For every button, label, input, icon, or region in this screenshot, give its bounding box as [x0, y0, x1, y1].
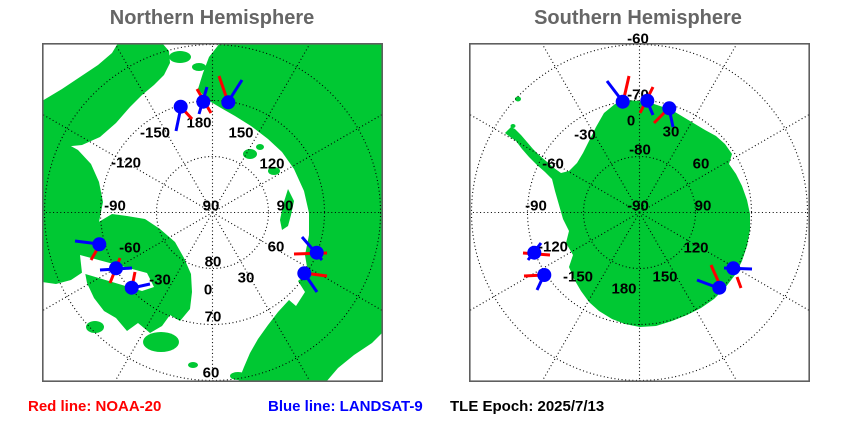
- graticule-label: 60: [268, 239, 285, 256]
- meridian-line: [212, 212, 383, 312]
- graticule-label: -30: [149, 272, 171, 289]
- graticule-label: 30: [663, 124, 680, 141]
- north-map-panel: -150 180 150 -120 120 -90 90 90 -60 60 80 -30 30 0 70 6…: [42, 43, 383, 382]
- meridian-line: [42, 212, 213, 312]
- satellite-marker: [662, 101, 677, 116]
- tle-epoch-label: TLE Epoch: 2025/7/13: [450, 398, 605, 415]
- satellite-marker: [221, 95, 236, 110]
- north-map-border: [42, 43, 383, 382]
- island-wrangel: [169, 51, 191, 63]
- island-svalbard: [243, 149, 257, 159]
- satellite-marker: [537, 268, 552, 282]
- satellite-marker: [297, 266, 312, 281]
- south-graticule: [469, 43, 810, 382]
- graticule-label: -90: [525, 198, 547, 215]
- north-graticule: [42, 43, 383, 382]
- graticule-label: -150: [563, 269, 593, 286]
- meridian-line: [541, 43, 640, 213]
- south-map-border: [469, 43, 810, 382]
- latitude-circle: [155, 155, 270, 270]
- graticule-label: 80: [205, 254, 222, 271]
- satellite-marker: [712, 280, 727, 295]
- graticule-label: 0: [204, 282, 212, 299]
- meridian-line: [114, 212, 213, 382]
- graticule-label: 30: [238, 270, 255, 287]
- graticule-label: 120: [683, 240, 708, 257]
- noaa20-track-segment: [622, 75, 631, 99]
- satellite-marker: [92, 237, 107, 252]
- graticule-label: -60: [119, 240, 141, 257]
- legend-noaa20: Red line: NOAA-20: [28, 398, 162, 415]
- meridian-line: [212, 113, 383, 213]
- graticule-label: -60: [627, 31, 649, 48]
- satellite-marker: [640, 93, 655, 108]
- island-iceland: [143, 332, 179, 352]
- satellite-marker: [124, 280, 139, 295]
- satellite-marker: [109, 261, 123, 276]
- satellite-marker: [726, 261, 741, 276]
- meridian-line: [114, 43, 213, 213]
- graticule-label: -90: [104, 198, 126, 215]
- noaa20-track-segment: [709, 264, 721, 284]
- noaa20-track-segment: [735, 276, 743, 289]
- meridian-line: [212, 212, 311, 382]
- satellite-marker: [196, 94, 211, 109]
- north-satellite-markers: [74, 75, 328, 295]
- graticule-label: -120: [538, 239, 568, 256]
- graticule-label: -60: [542, 156, 564, 173]
- graticule-label: 60: [693, 156, 710, 173]
- graticule-label: 0: [627, 113, 635, 130]
- north-hemisphere-title: Northern Hemisphere: [109, 7, 315, 29]
- graticule-label: 90: [277, 198, 294, 215]
- south-land-layer: [505, 96, 750, 327]
- graticule-label: 150: [228, 125, 253, 142]
- island: [510, 124, 516, 128]
- meridian-line: [469, 113, 640, 213]
- graticule-label: 90: [695, 198, 712, 215]
- graticule-label: -30: [574, 127, 596, 144]
- south-map-panel: -60 -70 0 30 -30 -80 60 -60 -90 -90 90 -120 120 -150 1…: [469, 31, 810, 382]
- island: [515, 96, 521, 102]
- landmass-labrador: [86, 321, 104, 333]
- meridian-line: [212, 43, 311, 213]
- meridian-line: [42, 113, 213, 213]
- graticule-label: -80: [629, 142, 651, 159]
- meridian-line: [639, 113, 810, 213]
- landmass-antarctica: [505, 100, 750, 327]
- satellite-marker: [615, 94, 630, 109]
- landmass-eurasia: [198, 43, 383, 382]
- island-faroe: [188, 362, 198, 368]
- south-satellite-markers: [522, 75, 753, 295]
- meridian-line: [639, 212, 738, 382]
- graticule-label: 150: [652, 269, 677, 286]
- graticule-label: -120: [111, 155, 141, 172]
- meridian-line: [541, 212, 640, 382]
- north-graticule-labels: -150 180 150 -120 120 -90 90 90 -60 60 80 -30 30 0 70 6…: [104, 115, 293, 382]
- graticule-label: 90: [203, 198, 220, 215]
- meridian-line: [469, 212, 640, 312]
- island: [256, 144, 264, 150]
- graticule-label: -150: [140, 125, 170, 142]
- north-map: -150 180 150 -120 120 -90 90 90 -60 60 80 -30 30 0 70 6…: [42, 43, 383, 382]
- island-franz-josef: [268, 167, 280, 175]
- island-novaya-zemlya: [280, 189, 294, 230]
- island: [192, 63, 206, 71]
- legend-landsat9: Blue line: LANDSAT-9: [268, 398, 423, 415]
- graticule-label: 180: [186, 115, 211, 132]
- satellite-marker: [309, 245, 324, 260]
- latitude-circle: [582, 155, 697, 270]
- graticule-label: 180: [611, 281, 636, 298]
- landmass-alaska: [42, 43, 170, 147]
- meridian-line: [639, 43, 738, 213]
- south-hemisphere-title: Southern Hemisphere: [534, 7, 742, 29]
- graticule-label: 120: [259, 156, 284, 173]
- satellite-marker: [173, 99, 188, 114]
- meridian-line: [639, 212, 810, 312]
- graticule-label: 60: [203, 365, 220, 382]
- satellite-marker: [527, 245, 542, 260]
- graticule-label: 70: [205, 309, 222, 326]
- graticule-label: -90: [627, 198, 649, 215]
